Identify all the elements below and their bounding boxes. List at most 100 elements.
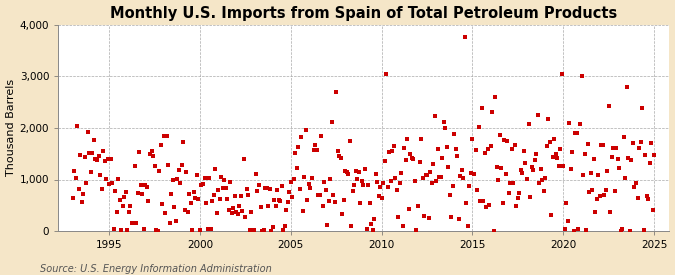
Point: [522, 177, 533, 181]
Point: [88, 138, 99, 142]
Point: [228, 205, 239, 210]
Point: [213, 188, 223, 192]
Point: [261, 186, 272, 191]
Point: [490, 95, 501, 99]
Point: [408, 156, 419, 161]
Point: [526, 165, 537, 169]
Point: [398, 224, 408, 228]
Point: [237, 209, 248, 214]
Point: [335, 156, 346, 160]
Point: [460, 35, 470, 40]
Point: [260, 186, 271, 191]
Point: [452, 153, 463, 158]
Point: [87, 150, 98, 155]
Point: [204, 176, 215, 181]
Point: [158, 134, 169, 138]
Point: [146, 149, 157, 154]
Point: [117, 204, 128, 208]
Point: [337, 212, 348, 216]
Point: [256, 229, 267, 233]
Point: [605, 210, 616, 215]
Point: [603, 104, 614, 108]
Point: [482, 147, 493, 152]
Point: [406, 156, 417, 160]
Point: [334, 153, 345, 158]
Point: [423, 215, 434, 220]
Point: [175, 181, 186, 185]
Point: [637, 105, 647, 110]
Point: [313, 192, 323, 197]
Point: [166, 191, 177, 196]
Point: [311, 148, 322, 152]
Point: [236, 193, 246, 198]
Point: [130, 164, 140, 169]
Point: [647, 208, 658, 212]
Point: [267, 225, 278, 230]
Point: [585, 171, 596, 175]
Point: [161, 133, 172, 138]
Point: [440, 126, 451, 130]
Point: [566, 166, 576, 171]
Point: [493, 178, 504, 182]
Point: [394, 181, 405, 185]
Point: [172, 177, 183, 181]
Point: [299, 174, 310, 179]
Point: [362, 183, 373, 187]
Point: [287, 195, 298, 200]
Point: [364, 201, 375, 205]
Point: [186, 201, 196, 205]
Point: [310, 143, 321, 147]
Point: [160, 211, 171, 215]
Point: [444, 192, 455, 197]
Point: [140, 183, 151, 187]
Point: [622, 84, 632, 89]
Point: [101, 177, 111, 182]
Point: [184, 192, 195, 196]
Point: [384, 150, 395, 155]
Point: [352, 177, 363, 181]
Point: [550, 152, 561, 156]
Point: [549, 137, 560, 142]
Point: [641, 194, 652, 199]
Point: [298, 209, 308, 213]
Point: [416, 137, 427, 141]
Point: [269, 197, 279, 202]
Point: [511, 204, 522, 208]
Point: [441, 145, 452, 150]
Point: [98, 148, 109, 153]
Point: [208, 192, 219, 197]
Point: [258, 228, 269, 232]
Point: [500, 172, 511, 176]
Point: [446, 214, 457, 219]
Point: [110, 188, 121, 193]
Point: [556, 72, 567, 76]
Point: [176, 162, 187, 167]
Point: [292, 165, 302, 170]
Point: [628, 140, 639, 145]
Point: [255, 205, 266, 210]
Point: [96, 187, 107, 191]
Point: [72, 123, 83, 128]
Point: [306, 176, 317, 180]
Point: [450, 147, 461, 151]
Point: [432, 147, 443, 151]
Point: [152, 228, 163, 233]
Point: [443, 165, 454, 169]
Point: [475, 199, 485, 204]
Point: [178, 140, 189, 145]
Point: [244, 228, 255, 233]
Point: [568, 228, 579, 233]
Point: [481, 204, 491, 209]
Point: [288, 177, 299, 182]
Point: [238, 157, 249, 161]
Point: [531, 152, 541, 157]
Point: [405, 152, 416, 156]
Y-axis label: Thousand Barrels: Thousand Barrels: [5, 79, 16, 176]
Point: [466, 171, 477, 175]
Point: [582, 142, 593, 146]
Point: [612, 157, 623, 161]
Point: [390, 175, 401, 180]
Point: [104, 182, 115, 187]
Point: [472, 188, 483, 192]
Point: [379, 159, 390, 163]
